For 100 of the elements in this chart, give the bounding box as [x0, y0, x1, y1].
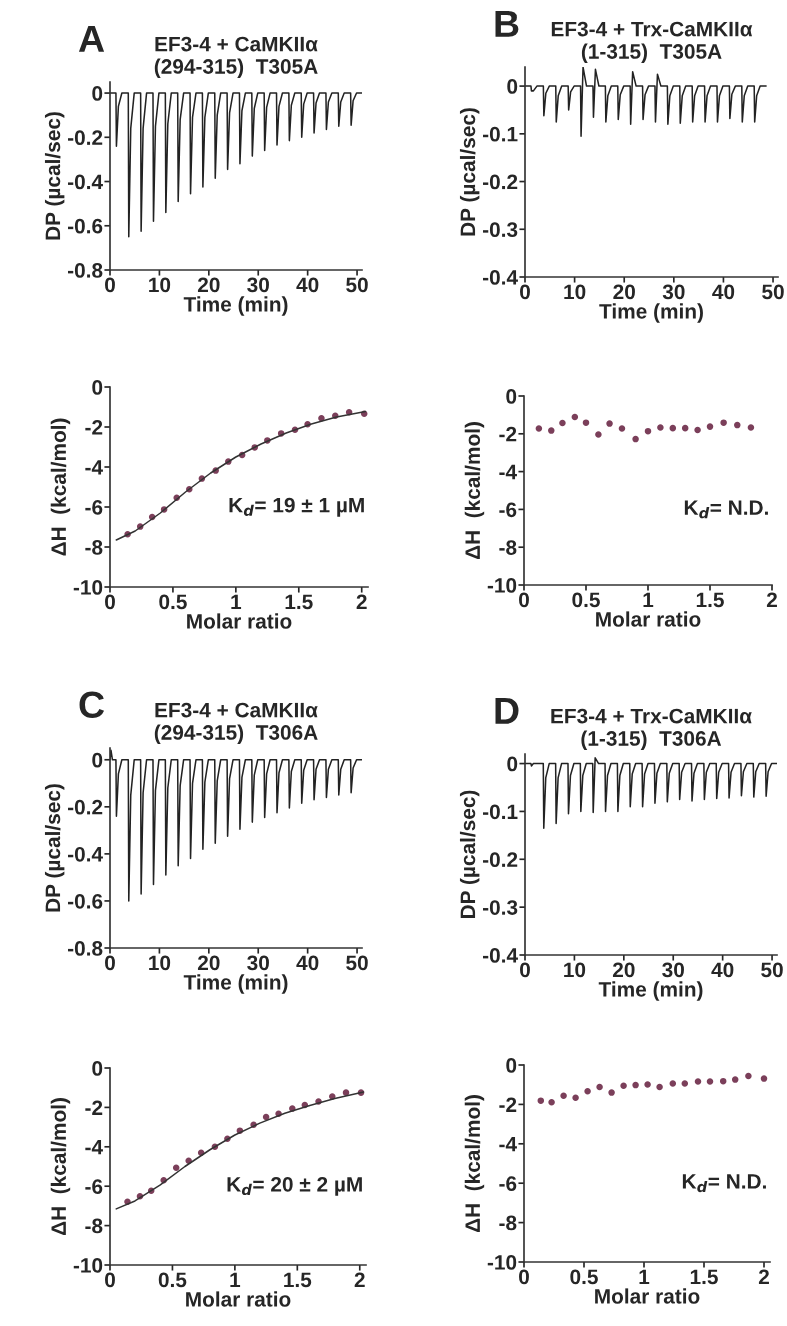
point [559, 419, 566, 427]
point [657, 424, 664, 431]
point [644, 427, 652, 435]
x-tick-label: 30 [662, 284, 685, 300]
x-tick-label: 0 [105, 594, 115, 610]
y-tick-label: 0 [506, 1058, 517, 1073]
point [706, 1078, 714, 1085]
y-axis-title: ΔH (kcal/mol) [464, 422, 485, 560]
x-axis-title: Time (min) [183, 296, 288, 316]
x-tick-label: 1.5 [284, 1272, 312, 1288]
x-axis-title: Molar ratio [186, 1291, 291, 1307]
y-tick-label: -0.4 [67, 174, 103, 190]
point [681, 1080, 689, 1087]
chart-title: EF3-4 + Trx-CaMKIIα (1-315) T306A [551, 708, 752, 750]
x-tick-label: 2 [354, 1272, 365, 1288]
y-tick-label: -2 [499, 426, 517, 442]
point [172, 1164, 180, 1171]
y-axis-title: DP (µcal/sec) [459, 790, 480, 918]
x-tick-label: 30 [247, 955, 269, 971]
x-tick-label: 1 [639, 1269, 650, 1285]
y-tick-label: -0.1 [482, 804, 518, 820]
y-tick-label: 0 [507, 79, 518, 94]
y-tick-label: -0.6 [67, 893, 103, 909]
y-tick-label: -8 [85, 1218, 103, 1234]
y-tick-label: 0 [92, 380, 103, 395]
point [537, 1097, 545, 1104]
point [747, 424, 755, 431]
y-tick-label: -0.3 [482, 222, 518, 238]
point [262, 1113, 270, 1121]
y-tick-label: -0.1 [482, 126, 518, 142]
point [571, 413, 579, 421]
y-tick-label: -2 [85, 1100, 103, 1115]
y-tick-label: 0 [92, 1061, 103, 1076]
x-tick-label: 0.5 [158, 1272, 187, 1288]
y-tick-label: -0.2 [482, 852, 518, 868]
y-tick-label: -6 [85, 1179, 103, 1194]
x-tick-label: 0.5 [572, 592, 600, 608]
x-tick-label: 50 [762, 284, 784, 300]
y-tick-label: -0.8 [67, 263, 103, 278]
point [669, 424, 677, 432]
point [548, 427, 555, 434]
point [632, 1081, 639, 1089]
y-tick-label: -0.3 [482, 900, 518, 915]
y-axis-title: ΔH (kcal/mol) [50, 418, 71, 556]
line-series [115, 410, 367, 541]
point [572, 1094, 579, 1101]
x-tick-label: 0 [519, 1269, 529, 1285]
line-series [115, 1091, 365, 1210]
y-tick-label: -6 [499, 1176, 517, 1191]
y-tick-label: 0 [506, 389, 517, 404]
point [656, 1083, 663, 1091]
x-tick-label: 20 [197, 277, 220, 293]
line-series [525, 67, 767, 137]
point [632, 435, 639, 443]
x-axis-title: Molar ratio [595, 1288, 700, 1304]
x-axis-title: Molar ratio [596, 611, 701, 627]
annotation: K$_{d}$= N.D. [682, 1174, 766, 1193]
annotation: K$_{d}$= 19 ± 1 µM [229, 497, 364, 517]
point [608, 1089, 615, 1096]
y-tick-label: -8 [499, 540, 517, 555]
line-series [110, 92, 362, 238]
y-tick-label: -0.4 [482, 270, 518, 285]
x-tick-label: 40 [296, 955, 319, 971]
y-tick-label: -4 [499, 1137, 517, 1152]
y-tick-label: 0 [507, 756, 518, 772]
x-tick-label: 0.5 [570, 1269, 598, 1285]
x-tick-label: 1 [230, 1272, 241, 1288]
text: A [78, 25, 105, 52]
x-axis-title: Time (min) [598, 981, 703, 1001]
x-tick-label: 1.5 [696, 592, 724, 608]
y-axis-title: ΔH (kcal/mol) [464, 1095, 485, 1233]
y-axis-title: DP (µcal/sec) [44, 112, 65, 240]
text: C [79, 691, 105, 719]
y-tick-label: -10 [73, 1258, 103, 1273]
point [582, 419, 590, 426]
x-tick-label: 50 [761, 962, 783, 978]
x-axis-title: Time (min) [183, 974, 288, 994]
point [584, 1087, 591, 1095]
text: B [495, 10, 519, 37]
y-tick-label: 0 [92, 752, 103, 768]
point [644, 1081, 651, 1088]
y-axis-title: DP (µcal/sec) [44, 784, 65, 912]
point [596, 1083, 603, 1091]
x-tick-label: 2 [766, 592, 777, 608]
x-tick-label: 0 [520, 962, 530, 978]
y-tick-label: -4 [85, 460, 103, 475]
x-tick-label: 0 [520, 284, 530, 300]
x-tick-label: 0 [105, 1272, 115, 1288]
point [595, 431, 602, 438]
x-tick-label: 20 [612, 962, 635, 978]
x-tick-label: 10 [564, 962, 586, 978]
line-series [110, 749, 362, 902]
x-tick-label: 20 [613, 284, 635, 300]
y-tick-label: -2 [85, 420, 103, 435]
x-tick-label: 2 [758, 1269, 769, 1285]
point [706, 423, 714, 430]
x-tick-label: 50 [346, 277, 368, 293]
annotation: K$_{d}$= N.D. [684, 500, 768, 519]
x-tick-label: 40 [712, 284, 735, 300]
y-tick-label: -10 [73, 580, 103, 595]
